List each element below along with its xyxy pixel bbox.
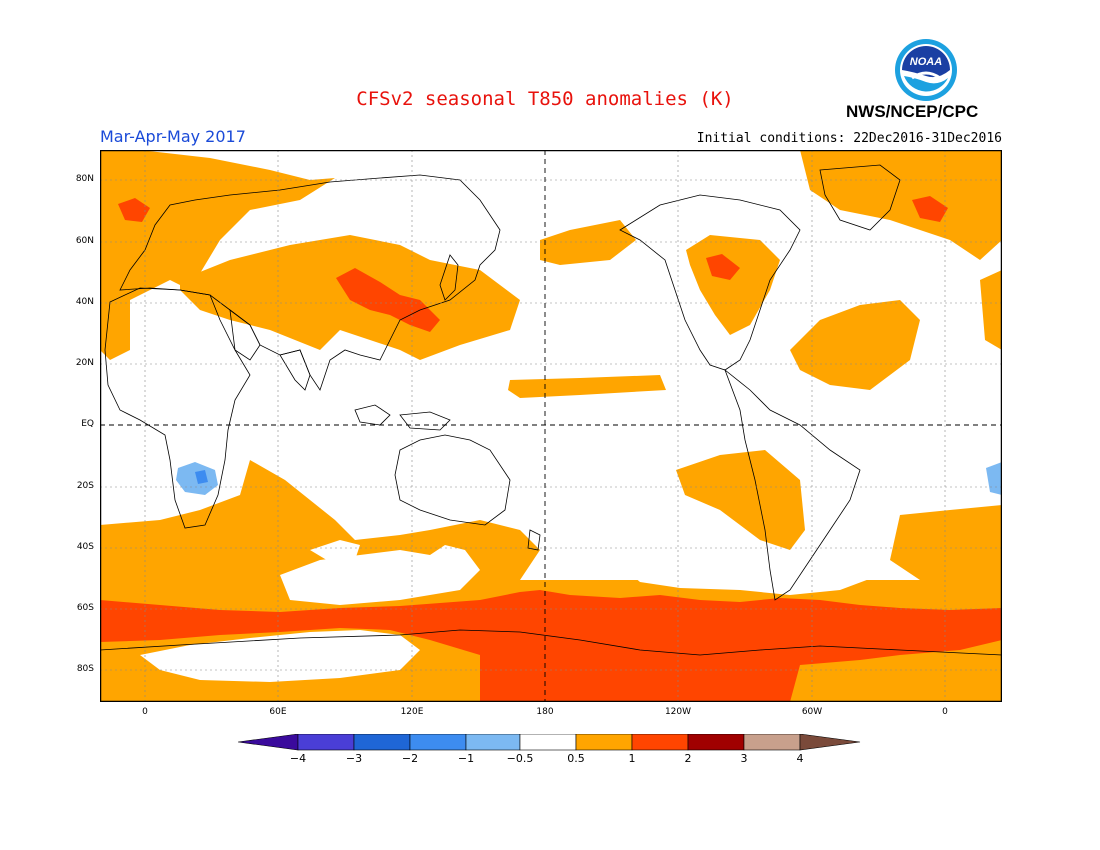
colorbar-label: −4 bbox=[289, 752, 307, 765]
colorbar-label: −2 bbox=[401, 752, 419, 765]
lat-label: 20S bbox=[76, 481, 94, 491]
lon-label: 180 bbox=[536, 707, 554, 717]
graticule bbox=[100, 150, 1002, 702]
colorbar-label: −1 bbox=[457, 752, 475, 765]
initial-conditions-label: Initial conditions: 22Dec2016-31Dec2016 bbox=[696, 131, 1002, 146]
colorbar-label: 4 bbox=[796, 752, 804, 765]
lat-label: EQ bbox=[81, 419, 94, 429]
lat-label: 80S bbox=[76, 664, 94, 674]
lon-label: 60E bbox=[269, 707, 287, 717]
map-title: CFSv2 seasonal T850 anomalies (K) bbox=[356, 88, 734, 110]
lat-label: 60S bbox=[76, 603, 94, 613]
colorbar-arrow-right bbox=[799, 734, 861, 751]
lon-label: 120W bbox=[664, 707, 692, 717]
colorbar bbox=[238, 734, 861, 751]
lat-label: 40N bbox=[75, 297, 94, 307]
anomaly-regions-neutral bbox=[140, 540, 880, 682]
lat-label: 20N bbox=[75, 358, 94, 368]
colorbar-arrow-left bbox=[238, 734, 299, 751]
colorbar-label: 0.5 bbox=[567, 752, 585, 765]
lon-label: 60W bbox=[801, 707, 823, 717]
lon-label: 0 bbox=[942, 707, 948, 717]
colorbar-label: 2 bbox=[684, 752, 692, 765]
colorbar-label: 3 bbox=[740, 752, 748, 765]
svg-text:NOAA: NOAA bbox=[910, 56, 942, 68]
agency-label: NWS/NCEP/CPC bbox=[846, 102, 979, 121]
colorbar-label: 1 bbox=[628, 752, 636, 765]
map-frame bbox=[100, 150, 1002, 702]
colorbar-label: −3 bbox=[345, 752, 363, 765]
coastlines bbox=[100, 164, 1002, 656]
season-label: Mar-Apr-May 2017 bbox=[100, 127, 246, 146]
lat-label: 40S bbox=[76, 542, 94, 552]
noaa-logo-icon: NOAA bbox=[895, 39, 957, 101]
anomaly-regions-hot bbox=[100, 196, 1002, 702]
colorbar-label: −0.5 bbox=[506, 752, 534, 765]
lon-label: 120E bbox=[400, 707, 424, 717]
anomaly-map bbox=[100, 150, 1002, 702]
lon-label: 0 bbox=[142, 707, 148, 717]
lat-label: 80N bbox=[75, 174, 94, 184]
lat-label: 60N bbox=[75, 236, 94, 246]
reference-lines bbox=[100, 150, 1002, 702]
